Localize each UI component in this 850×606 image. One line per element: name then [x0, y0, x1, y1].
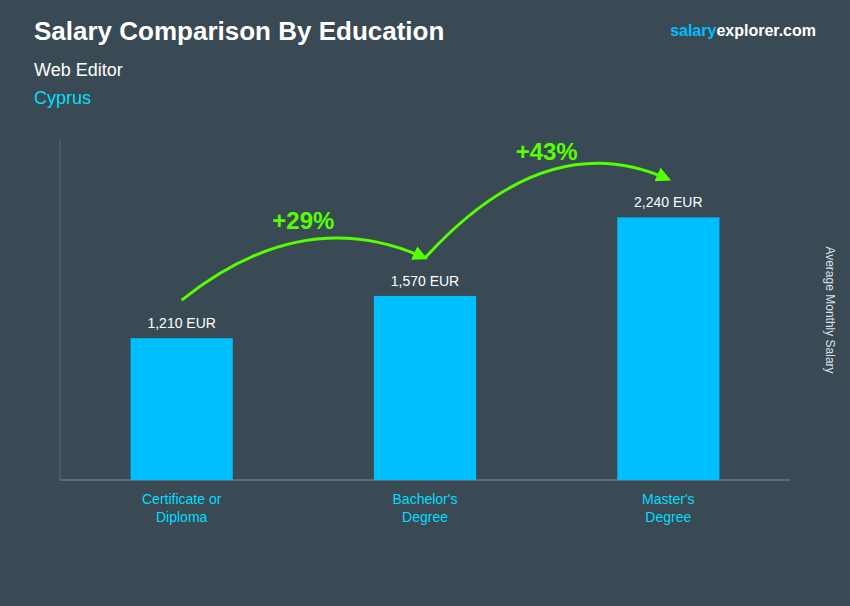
- y-axis-label: Average Monthly Salary: [823, 246, 837, 373]
- arc-arrow: [425, 163, 668, 258]
- category-label-line: Bachelor's: [393, 491, 458, 507]
- country: Cyprus: [34, 88, 91, 108]
- category-label: Bachelor's Degree: [393, 491, 458, 525]
- brand: salaryexplorer.com: [670, 22, 816, 39]
- data-label: 1,210 EUR: [147, 315, 215, 331]
- arc-arrow: [182, 238, 425, 300]
- bar: [617, 217, 719, 480]
- subtitle: Web Editor: [34, 60, 123, 80]
- brand-part: salary: [670, 22, 716, 39]
- category-label-line: Degree: [402, 509, 448, 525]
- y-range-line: [60, 140, 61, 480]
- category-label-line: Degree: [645, 509, 691, 525]
- brand-part: explorer: [716, 22, 779, 39]
- bar: [131, 338, 233, 480]
- category-label-line: Certificate or: [142, 491, 222, 507]
- title: Salary Comparison By Education: [34, 16, 444, 46]
- chart-container: 1,210 EUR 1,570 EUR 2,240 EUR +29% +43% Certi…: [0, 0, 850, 606]
- data-label: 2,240 EUR: [634, 194, 702, 210]
- bar: [374, 296, 476, 480]
- chart-svg: 1,210 EUR 1,570 EUR 2,240 EUR +29% +43% Certi…: [0, 0, 850, 606]
- pct-annotation: +43%: [516, 138, 578, 165]
- category-label-line: Diploma: [156, 509, 208, 525]
- category-label: Master's Degree: [642, 491, 694, 525]
- data-label: 1,570 EUR: [391, 273, 459, 289]
- category-label: Certificate or Diploma: [142, 491, 222, 525]
- brand-part: .com: [779, 22, 816, 39]
- background: [0, 0, 850, 606]
- pct-annotation: +29%: [272, 207, 334, 234]
- category-label-line: Master's: [642, 491, 694, 507]
